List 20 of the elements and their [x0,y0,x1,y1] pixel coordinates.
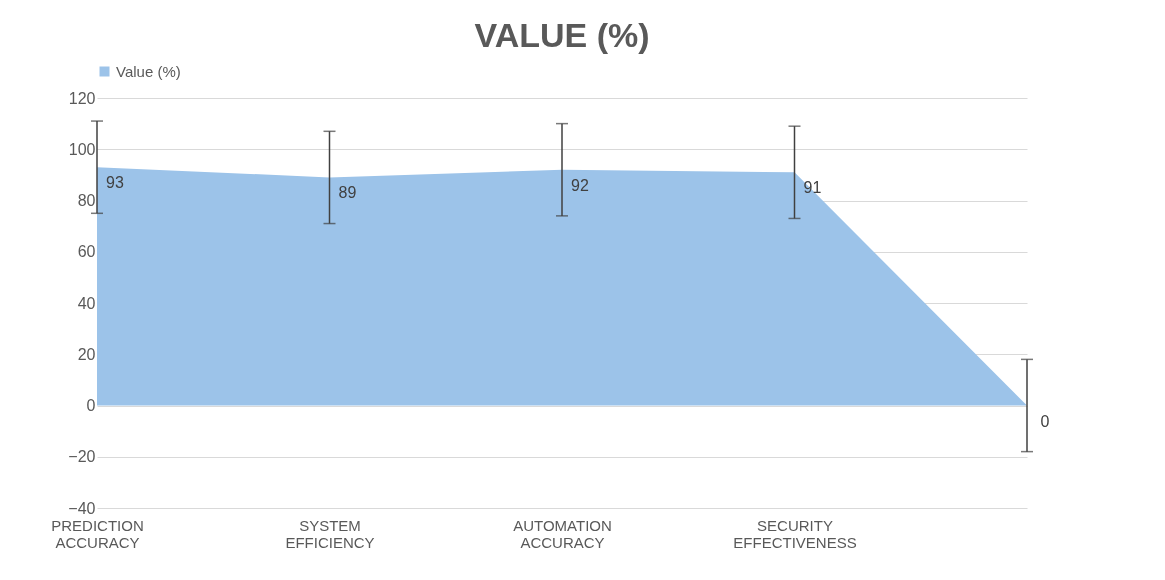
y-tick-label: 80 [77,192,96,209]
y-tick-label: 100 [68,140,96,158]
data-label: 89 [338,184,357,202]
data-label: 0 [1040,412,1050,430]
chart-title: VALUE (%) [474,16,650,54]
data-label: 91 [803,179,822,197]
legend-label: Value (%) [116,62,181,80]
data-label: 92 [571,176,589,194]
x-tick-label: PREDICTION ACCURACY [51,516,144,551]
y-tick-label: 40 [77,294,96,312]
y-tick-label: 20 [77,345,96,363]
y-tick-label: 60 [77,243,96,261]
y-tick-label: −20 [68,448,96,466]
y-tick-label: 0 [86,397,96,414]
y-tick-label: 120 [68,89,96,107]
x-tick-label: SYSTEM EFFICIENCY [285,516,375,551]
y-tick-label: −40 [68,499,96,517]
x-tick-label: SECURITY EFFECTIVENESS [733,516,857,551]
x-tick-label: AUTOMATION ACCURACY [513,516,612,551]
data-label: 93 [106,174,124,192]
